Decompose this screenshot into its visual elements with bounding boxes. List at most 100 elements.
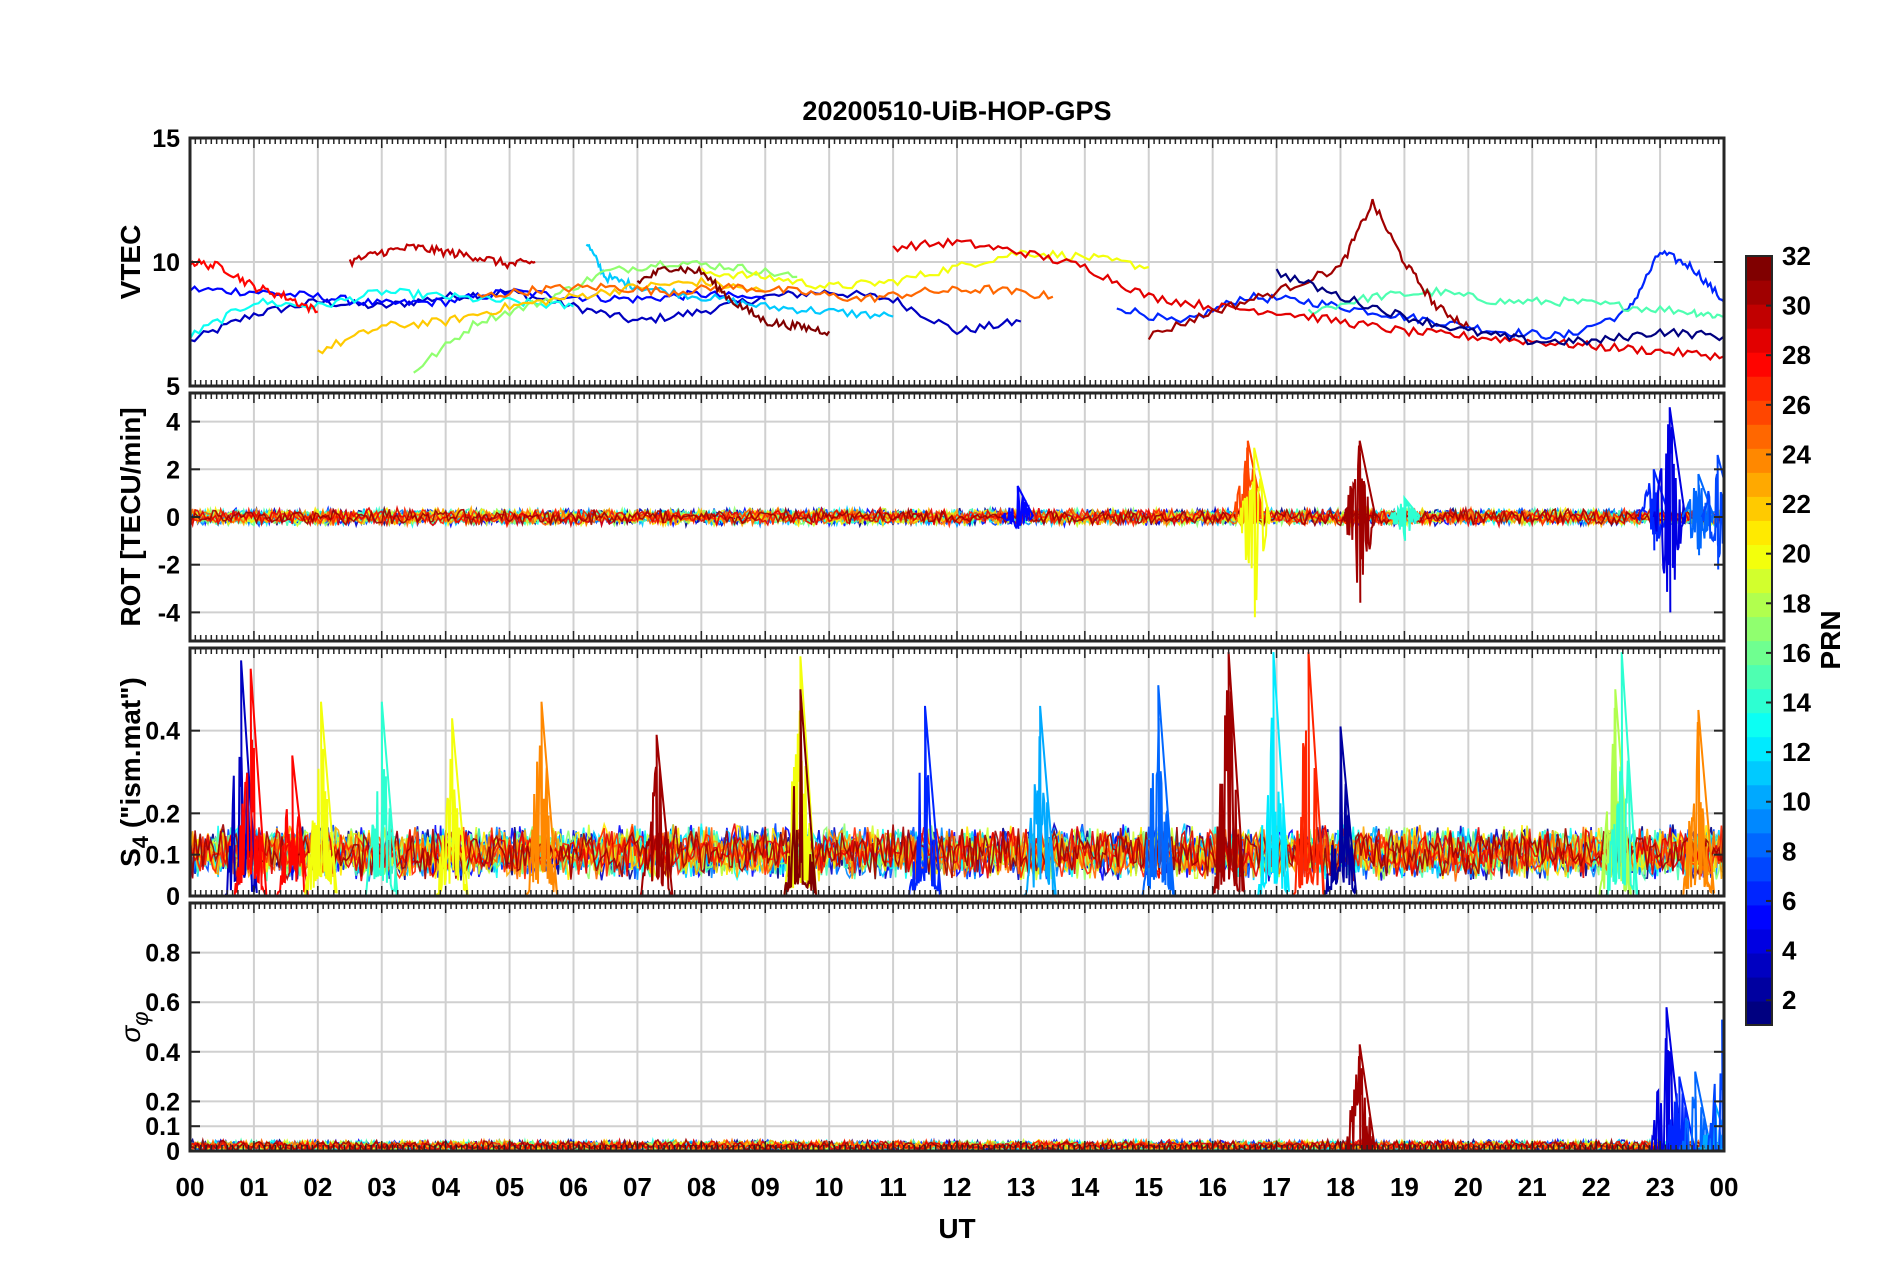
- colorbar-cell: [1746, 688, 1772, 714]
- x-tick-label: 00: [1710, 1172, 1739, 1202]
- y-tick-label: -2: [158, 552, 180, 580]
- y-tick-label: 10: [152, 249, 180, 277]
- colorbar-cell: [1746, 760, 1772, 786]
- colorbar-tick-label: 12: [1782, 737, 1811, 767]
- colorbar-tick-label: 8: [1782, 836, 1796, 866]
- colorbar-tick-label: 32: [1782, 241, 1811, 271]
- colorbar-tick-label: 14: [1782, 688, 1811, 718]
- x-tick-label: 17: [1262, 1172, 1291, 1202]
- series-prn-20: [700, 249, 1150, 290]
- y-axis-label: σφ: [115, 1011, 153, 1042]
- x-tick-label: 19: [1390, 1172, 1419, 1202]
- x-tick-label: 10: [815, 1172, 844, 1202]
- x-axis-label: UT: [938, 1213, 975, 1244]
- series-prn-30: [348, 243, 536, 271]
- colorbar-tick-label: 30: [1782, 291, 1811, 321]
- y-tick-label: 0.8: [145, 940, 180, 968]
- series-prn-6: [1116, 249, 1724, 340]
- colorbar-cell: [1746, 616, 1772, 642]
- spike-7: [524, 701, 559, 896]
- spike-12: [1023, 705, 1057, 896]
- colorbar-cell: [1746, 496, 1772, 521]
- spike-5: [364, 701, 399, 896]
- spike-18: [1598, 689, 1632, 896]
- y-tick-label: 0.2: [145, 800, 180, 828]
- series-prn-1: [1275, 268, 1724, 346]
- spike-2: [233, 668, 268, 896]
- colorbar-cell: [1746, 280, 1772, 305]
- spike-13: [1141, 685, 1175, 896]
- series-prn-28: [190, 257, 319, 315]
- plot-area: [190, 198, 1724, 374]
- spike-3: [1237, 447, 1271, 618]
- colorbar-cell: [1746, 784, 1772, 810]
- y-tick-label: -4: [158, 599, 180, 627]
- y-tick-label: 0: [166, 1138, 180, 1166]
- colorbar-cell: [1746, 904, 1772, 930]
- colorbar-cell: [1746, 448, 1772, 473]
- x-tick-label: 20: [1454, 1172, 1483, 1202]
- spike-1: [224, 660, 258, 896]
- x-tick-label: 09: [751, 1172, 780, 1202]
- colorbar-tick-label: 18: [1782, 588, 1811, 618]
- spike-4: [304, 701, 338, 896]
- colorbar-cell: [1746, 928, 1772, 954]
- colorbar-cell: [1746, 808, 1772, 834]
- x-tick-label: 14: [1070, 1172, 1099, 1202]
- spike-6: [435, 718, 469, 896]
- series-prn-25: [477, 282, 1054, 304]
- colorbar-cell: [1746, 832, 1772, 858]
- x-tick-label: 11: [879, 1172, 907, 1202]
- spike-3: [275, 755, 309, 896]
- colorbar-tick-label: 16: [1782, 638, 1811, 668]
- x-tick-label: 12: [943, 1172, 972, 1202]
- y-tick-label: 15: [152, 125, 180, 153]
- x-tick-label: 23: [1646, 1172, 1675, 1202]
- colorbar-tick-label: 10: [1782, 787, 1811, 817]
- spike-5: [1387, 495, 1421, 541]
- series-prn-32: [636, 265, 831, 337]
- y-axis-label: VTEC: [115, 225, 146, 300]
- y-axis: 0 0.1 0.2 0.4: [145, 718, 1724, 911]
- y-axis-label: S4 ("ism.mat"): [115, 677, 153, 867]
- plot-area: [190, 652, 1724, 896]
- spike-2: [1230, 440, 1265, 527]
- y-tick-label: 0.1: [145, 1113, 180, 1141]
- y-tick-label: 0.1: [145, 842, 180, 870]
- colorbar-cell: [1746, 1000, 1772, 1026]
- colorbar-cell: [1746, 592, 1772, 618]
- colorbar-tick-label: 22: [1782, 489, 1811, 519]
- spike-7: [1652, 407, 1687, 613]
- plot-area: [190, 407, 1724, 618]
- colorbar-tick-label: 26: [1782, 390, 1811, 420]
- colorbar-cell: [1746, 544, 1772, 570]
- spike-9: [1700, 454, 1724, 570]
- panel-2: -4 -2 0 2 4 ROT [TECU/min]: [115, 391, 1726, 643]
- colorbar-cell: [1746, 352, 1772, 377]
- colorbar-cell: [1746, 376, 1772, 401]
- series-prn-31: [1147, 198, 1470, 341]
- x-tick-label: 00: [176, 1172, 205, 1202]
- x-tick-label: 07: [623, 1172, 652, 1202]
- y-tick-label: 2: [166, 456, 180, 484]
- x-tick-label: 02: [303, 1172, 332, 1202]
- y-axis: -4 -2 0 2 4: [158, 409, 1724, 627]
- spike-19: [1604, 652, 1639, 896]
- y-tick-label: 0.4: [145, 1039, 180, 1067]
- y-axis: 5 10 15: [152, 125, 1724, 401]
- colorbar-cell: [1746, 424, 1772, 449]
- y-tick-label: 0.6: [145, 989, 180, 1017]
- x-tick-label: 16: [1198, 1172, 1227, 1202]
- colorbar-cell: [1746, 328, 1772, 353]
- spike-17: [1323, 726, 1358, 896]
- y-axis: 00.10.2 0.4 0.6 0.8: [145, 940, 1724, 1166]
- series-prn-17: [413, 259, 798, 374]
- panel-1: 5 10 15 VTEC: [115, 125, 1726, 401]
- spike-8: [639, 734, 674, 896]
- x-tick-label: 18: [1326, 1172, 1355, 1202]
- colorbar-tick-label: 20: [1782, 539, 1811, 569]
- colorbar-tick-label: 24: [1782, 439, 1811, 469]
- x-axis: 00 01 02 03 04 05 06 07 08 09 10 11 12 13 14 15 16 17 18 19…: [176, 1172, 1739, 1202]
